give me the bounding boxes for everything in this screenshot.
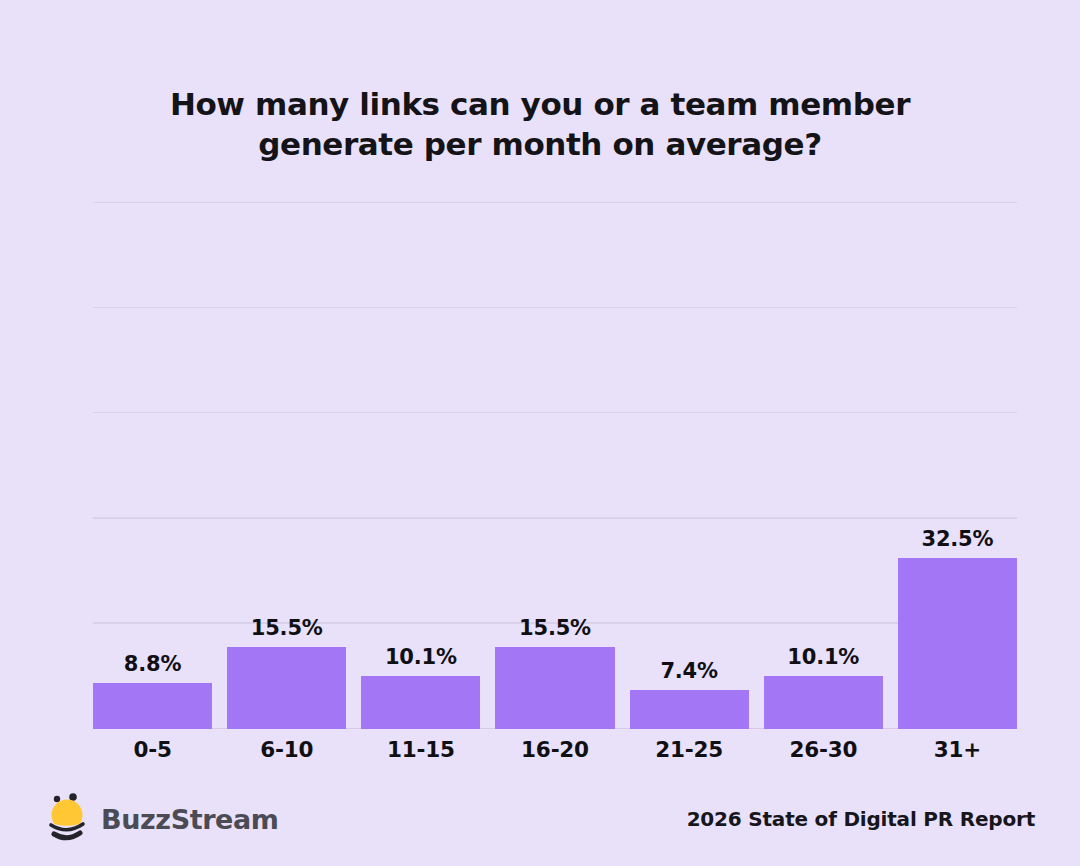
x-axis-label: 16-20 xyxy=(495,737,614,762)
bar-value-label: 8.8% xyxy=(124,652,181,676)
footer: BuzzStream 2026 State of Digital PR Repo… xyxy=(46,792,1035,846)
bar-group: 32.5% xyxy=(898,203,1017,729)
bar-value-label: 32.5% xyxy=(921,527,993,551)
x-axis-label: 0-5 xyxy=(93,737,212,762)
x-axis-label: 11-15 xyxy=(361,737,480,762)
bars: 8.8% 15.5% 10.1% 15.5% 7.4% 10.1% 32.5% xyxy=(93,203,1017,729)
bar-value-label: 7.4% xyxy=(660,659,717,683)
bar-value-label: 15.5% xyxy=(251,616,323,640)
chart-title-line-2: generate per month on average? xyxy=(0,124,1080,164)
chart-title-line-1: How many links can you or a team member xyxy=(0,84,1080,124)
x-axis-label: 6-10 xyxy=(227,737,346,762)
chart-title: How many links can you or a team member … xyxy=(0,84,1080,164)
brand-name: BuzzStream xyxy=(101,804,279,835)
bar xyxy=(898,558,1017,729)
brand-logo: BuzzStream xyxy=(46,792,279,846)
bar xyxy=(93,683,212,729)
x-axis: 0-5 6-10 11-15 16-20 21-25 26-30 31+ xyxy=(93,737,1017,762)
bar-group: 10.1% xyxy=(361,203,480,729)
bar xyxy=(227,647,346,729)
bar-group: 15.5% xyxy=(227,203,346,729)
x-axis-label: 21-25 xyxy=(630,737,749,762)
bar-group: 15.5% xyxy=(495,203,614,729)
bar-value-label: 10.1% xyxy=(385,645,457,669)
buzzstream-bee-icon xyxy=(46,792,92,846)
report-credit: 2026 State of Digital PR Report xyxy=(687,807,1035,831)
bar-value-label: 10.1% xyxy=(787,645,859,669)
bar xyxy=(495,647,614,729)
bar-group: 10.1% xyxy=(764,203,883,729)
plot-area: 8.8% 15.5% 10.1% 15.5% 7.4% 10.1% 32.5% xyxy=(93,203,1017,729)
bar xyxy=(630,690,749,729)
bar-group: 8.8% xyxy=(93,203,212,729)
bar xyxy=(764,676,883,729)
x-axis-label: 31+ xyxy=(898,737,1017,762)
bar-group: 7.4% xyxy=(630,203,749,729)
bar xyxy=(361,676,480,729)
x-axis-label: 26-30 xyxy=(764,737,883,762)
bar-value-label: 15.5% xyxy=(519,616,591,640)
infographic-page: How many links can you or a team member … xyxy=(0,0,1080,866)
